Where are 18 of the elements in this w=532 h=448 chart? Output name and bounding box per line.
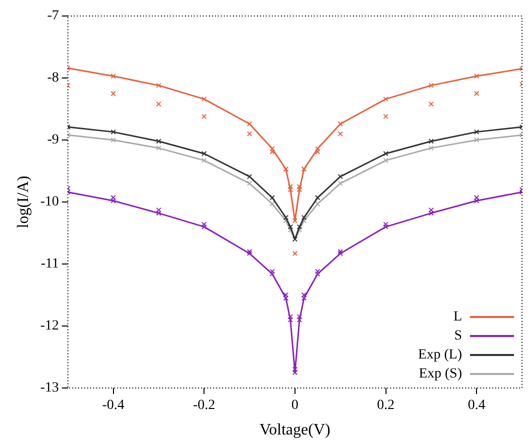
x-tick-label: 0.4 — [468, 398, 486, 414]
y-tick-label: -10 — [40, 194, 59, 210]
x-axis-title: Voltage(V) — [260, 422, 330, 439]
x-tick-label: 0 — [291, 398, 298, 414]
y-tick-label: -7 — [47, 8, 59, 24]
legend-label: S — [454, 328, 462, 344]
legend-label: Exp (S) — [418, 366, 462, 382]
x-tick-label: -0.4 — [102, 398, 124, 414]
y-tick-label: -13 — [40, 380, 59, 396]
legend-label: L — [453, 310, 462, 325]
y-axis-title: log(I/A) — [14, 176, 32, 228]
y-tick-label: -11 — [40, 256, 59, 272]
y-tick-label: -9 — [47, 132, 59, 148]
legend-label: Exp (L) — [418, 348, 462, 363]
x-tick-label: -0.2 — [193, 398, 216, 414]
y-tick-label: -12 — [40, 318, 59, 334]
x-tick-label: 0.2 — [377, 398, 395, 414]
y-tick-label: -8 — [47, 70, 59, 86]
